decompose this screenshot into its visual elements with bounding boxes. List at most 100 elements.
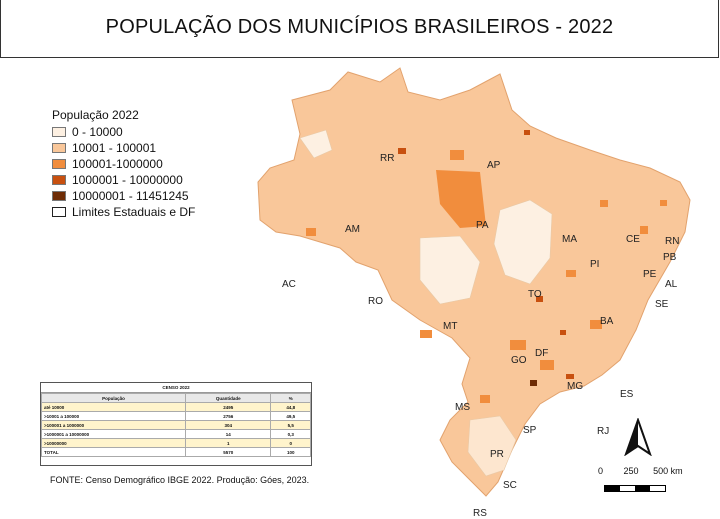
city-belo-horizonte <box>560 330 566 335</box>
state-label: MS <box>455 402 470 413</box>
scale-bar <box>604 485 666 492</box>
table-cell: 14 <box>185 429 272 439</box>
legend-swatch <box>52 207 66 217</box>
table-cell: >1000001 a 10000000 <box>40 429 187 439</box>
table-header: Quantidade <box>185 393 272 403</box>
table-header: % <box>270 393 311 403</box>
low-pop-region-rs <box>467 415 517 477</box>
state-label: MG <box>567 381 584 392</box>
north-arrow-icon <box>624 418 652 456</box>
state-label: PB <box>663 252 677 263</box>
table-cell: >10001 a 100000 <box>40 411 187 421</box>
legend-label: 0 - 10000 <box>72 125 123 139</box>
table-header: População <box>40 393 187 403</box>
scale-label: 250 <box>623 466 639 476</box>
table-row: >100001 a 1000000 304 5,5 <box>40 420 311 430</box>
state-label: RR <box>380 153 395 164</box>
state-label: SE <box>655 299 669 310</box>
scale-segment <box>650 486 665 491</box>
state-label: SC <box>503 480 517 491</box>
legend-label: Limites Estaduais e DF <box>72 205 196 219</box>
legend-label: 1000001 - 10000000 <box>72 173 183 187</box>
legend-swatch <box>52 175 66 185</box>
table-cell: 100 <box>270 447 311 457</box>
table-row: TOTAL 5570 100 <box>40 447 311 457</box>
scale-label: 500 km <box>653 466 683 476</box>
para-large-municipality <box>436 170 486 228</box>
municipality-patch <box>566 270 576 277</box>
table-cell: 0 <box>270 438 311 448</box>
state-label: MA <box>562 234 577 245</box>
low-pop-region-tocantins <box>493 199 553 285</box>
scale-label: 0 <box>598 466 604 476</box>
city-brasilia <box>536 296 543 302</box>
legend-item: 10000001 - 11451245 <box>52 188 195 204</box>
table-row: até 10000 2495 44,8 <box>40 402 311 412</box>
legend-swatch <box>52 127 66 137</box>
legend-label: 10001 - 100001 <box>72 141 157 155</box>
scale-segment <box>635 486 650 491</box>
state-label: RO <box>368 296 383 307</box>
map-area: RR AP AM PA MA CE RN PB PE AL SE PI AC R… <box>0 58 720 519</box>
state-label: AC <box>282 279 296 290</box>
legend-item: 100001-1000000 <box>52 156 195 172</box>
state-label: AM <box>345 224 360 235</box>
state-label: MT <box>443 321 458 332</box>
legend-swatch <box>52 159 66 169</box>
map-title: POPULAÇÃO DOS MUNICÍPIOS BRASILEIROS - 2… <box>105 16 614 38</box>
municipality-patch <box>510 340 526 350</box>
city-sao-paulo <box>530 380 537 386</box>
municipality-patch <box>450 150 464 160</box>
source-note: FONTE: Censo Demográfico IBGE 2022. Prod… <box>50 475 310 485</box>
municipality-patch <box>480 395 490 403</box>
table-cell: até 10000 <box>40 402 187 412</box>
municipality-patch <box>600 200 608 207</box>
table-row: >10000000 1 0 <box>40 438 311 448</box>
large-cities <box>398 130 574 379</box>
table-header-row: População Quantidade % <box>40 393 311 403</box>
legend: População 2022 0 - 10000 10001 - 100001 … <box>52 108 195 220</box>
table-cell: 304 <box>185 420 272 430</box>
state-label: TO <box>528 289 542 300</box>
legend-swatch <box>52 143 66 153</box>
table-cell: >10000000 <box>40 438 187 448</box>
state-label: CE <box>626 234 640 245</box>
municipality-patch <box>590 320 602 329</box>
state-label: BA <box>600 316 614 327</box>
table-row: >10001 a 100000 2756 49,5 <box>40 411 311 421</box>
brazil-map <box>257 67 691 497</box>
legend-item: Limites Estaduais e DF <box>52 204 195 220</box>
table-cell: TOTAL <box>40 447 187 457</box>
state-label: PI <box>590 259 600 270</box>
city-belem <box>524 130 530 135</box>
municipality-patch <box>540 360 554 370</box>
low-pop-region-mato-grosso <box>419 235 481 305</box>
scale-segment <box>620 486 635 491</box>
city-manaus <box>398 148 406 154</box>
census-table-grid: População Quantidade % até 10000 2495 44… <box>40 393 311 457</box>
table-row: >1000001 a 10000000 14 0,3 <box>40 429 311 439</box>
state-label: SP <box>523 425 537 436</box>
state-label: ES <box>620 389 634 400</box>
table-cell: 2495 <box>185 402 272 412</box>
table-cell: >100001 a 1000000 <box>40 420 187 430</box>
low-pop-region-amazon <box>299 129 333 159</box>
legend-item: 1000001 - 10000000 <box>52 172 195 188</box>
legend-item: 10001 - 100001 <box>52 140 195 156</box>
state-label: RN <box>665 236 680 247</box>
state-label: RS <box>473 508 487 519</box>
table-cell: 5,5 <box>270 420 311 430</box>
legend-title: População 2022 <box>52 108 139 122</box>
municipality-patch <box>306 228 316 236</box>
legend-label: 100001-1000000 <box>72 157 163 171</box>
municipality-patch <box>660 200 667 206</box>
state-label: AP <box>487 160 501 171</box>
city-rio <box>566 374 574 379</box>
legend-swatch <box>52 191 66 201</box>
medium-municipalities <box>306 150 667 403</box>
municipality-patch <box>640 226 648 234</box>
state-label: DF <box>535 348 549 359</box>
table-cell: 5570 <box>185 447 272 457</box>
state-label: RJ <box>597 426 610 437</box>
census-table: CENSO 2022 População Quantidade % até 10… <box>40 382 312 466</box>
